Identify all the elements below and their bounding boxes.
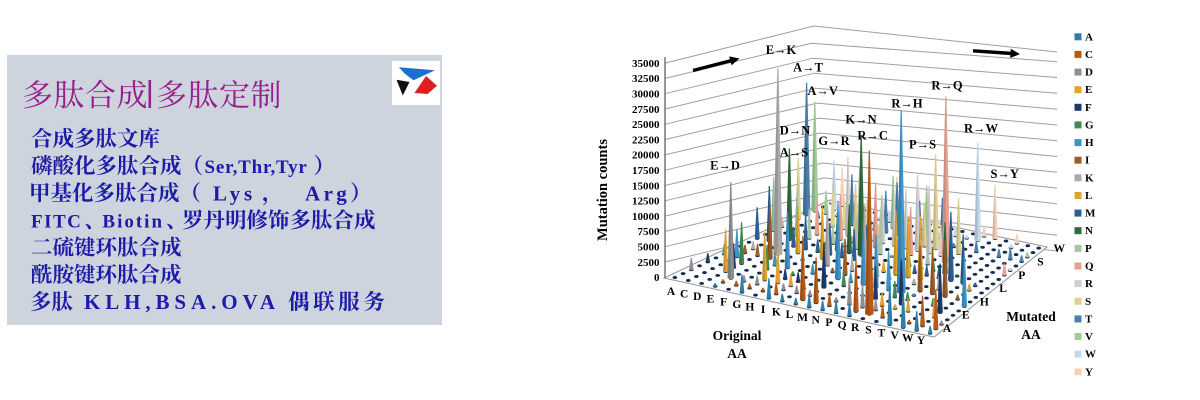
svg-text:25000: 25000 bbox=[632, 119, 660, 131]
svg-text:FITC: FITC bbox=[31, 212, 82, 233]
svg-text:S: S bbox=[1085, 296, 1091, 308]
svg-text:30000: 30000 bbox=[632, 89, 660, 101]
svg-text:5000: 5000 bbox=[638, 242, 661, 254]
svg-text:15000: 15000 bbox=[632, 180, 660, 192]
svg-text:F: F bbox=[720, 296, 727, 308]
svg-text:T: T bbox=[1085, 313, 1093, 325]
svg-text:V: V bbox=[891, 330, 900, 342]
svg-text:S→Y: S→Y bbox=[990, 167, 1018, 181]
svg-text:E: E bbox=[707, 294, 715, 306]
svg-text:Lys: Lys bbox=[213, 181, 256, 205]
svg-text:R→W: R→W bbox=[964, 122, 999, 136]
svg-text:G: G bbox=[1085, 119, 1094, 131]
svg-text:AA: AA bbox=[1021, 327, 1041, 342]
svg-text:H: H bbox=[980, 296, 989, 308]
svg-text:E: E bbox=[1085, 84, 1092, 96]
svg-text:K: K bbox=[772, 307, 781, 319]
svg-text:R→H: R→H bbox=[891, 97, 923, 111]
svg-text:R: R bbox=[851, 322, 860, 334]
svg-text:W: W bbox=[1053, 243, 1065, 255]
svg-text:20000: 20000 bbox=[632, 150, 660, 162]
svg-text:AA: AA bbox=[727, 346, 747, 361]
svg-text:KLH,BSA.OVA: KLH,BSA.OVA bbox=[84, 290, 280, 314]
svg-text:Mutated: Mutated bbox=[1006, 309, 1056, 324]
svg-text:10000: 10000 bbox=[632, 211, 660, 223]
svg-text:27500: 27500 bbox=[632, 104, 660, 116]
svg-text:D→N: D→N bbox=[780, 124, 811, 138]
svg-text:D: D bbox=[693, 291, 701, 303]
svg-text:H: H bbox=[745, 302, 754, 314]
svg-text:M: M bbox=[1085, 208, 1096, 220]
svg-text:M: M bbox=[797, 312, 808, 324]
svg-text:S: S bbox=[1037, 257, 1043, 269]
svg-text:7500: 7500 bbox=[638, 226, 661, 238]
svg-text:A: A bbox=[667, 286, 676, 298]
svg-text:F: F bbox=[1085, 102, 1092, 114]
svg-text:L: L bbox=[999, 283, 1007, 295]
svg-text:H: H bbox=[1085, 137, 1094, 149]
svg-text:Q: Q bbox=[838, 320, 847, 332]
svg-text:I: I bbox=[1085, 155, 1089, 167]
svg-text:C: C bbox=[680, 289, 688, 301]
svg-text:R→C: R→C bbox=[857, 129, 888, 143]
svg-text:E→D: E→D bbox=[710, 159, 740, 173]
svg-text:W: W bbox=[1085, 349, 1096, 361]
svg-text:32500: 32500 bbox=[632, 73, 660, 85]
svg-text:2500: 2500 bbox=[638, 257, 661, 269]
svg-text:A: A bbox=[943, 323, 952, 335]
svg-text:Arg: Arg bbox=[305, 181, 350, 205]
svg-text:A→S: A→S bbox=[780, 146, 809, 160]
svg-text:C: C bbox=[1085, 49, 1093, 61]
svg-text:P: P bbox=[1018, 270, 1025, 282]
svg-text:N: N bbox=[1085, 225, 1093, 237]
svg-text:P→S: P→S bbox=[909, 138, 936, 152]
svg-text:R→Q: R→Q bbox=[931, 79, 963, 93]
svg-text:D: D bbox=[1085, 67, 1093, 79]
svg-text:G: G bbox=[732, 299, 741, 311]
svg-text:K: K bbox=[1085, 172, 1094, 184]
svg-text:Y: Y bbox=[1085, 366, 1093, 378]
svg-text:I: I bbox=[761, 304, 766, 316]
svg-text:K→N: K→N bbox=[845, 113, 876, 127]
svg-text:35000: 35000 bbox=[632, 58, 660, 70]
svg-text:17500: 17500 bbox=[632, 165, 660, 177]
svg-text:Original: Original bbox=[713, 328, 762, 343]
svg-text:Q: Q bbox=[1085, 261, 1094, 273]
svg-text:0: 0 bbox=[654, 272, 660, 284]
svg-text:R: R bbox=[1085, 278, 1094, 290]
svg-text:L: L bbox=[1085, 190, 1092, 202]
svg-text:P: P bbox=[1085, 243, 1092, 255]
svg-text:A: A bbox=[1085, 31, 1093, 43]
svg-text:P: P bbox=[825, 317, 832, 329]
svg-text:E: E bbox=[962, 310, 970, 322]
svg-text:Biotin: Biotin bbox=[102, 212, 164, 233]
svg-text:S: S bbox=[865, 325, 871, 337]
svg-text:A→V: A→V bbox=[807, 84, 838, 98]
svg-text:12500: 12500 bbox=[632, 196, 660, 208]
svg-text:Mutation counts: Mutation counts bbox=[595, 139, 611, 241]
svg-text:T: T bbox=[878, 327, 886, 339]
svg-text:W: W bbox=[902, 332, 914, 344]
svg-text:N: N bbox=[812, 314, 821, 326]
svg-text:Ser,Thr,Tyr: Ser,Thr,Tyr bbox=[205, 157, 308, 178]
svg-text:22500: 22500 bbox=[632, 134, 660, 146]
svg-text:A→T: A→T bbox=[793, 61, 824, 75]
svg-text:L: L bbox=[786, 309, 794, 321]
svg-text:E→K: E→K bbox=[766, 43, 797, 57]
svg-text:V: V bbox=[1085, 331, 1093, 343]
svg-text:G→R: G→R bbox=[818, 134, 850, 148]
svg-text:Y: Y bbox=[917, 335, 926, 347]
